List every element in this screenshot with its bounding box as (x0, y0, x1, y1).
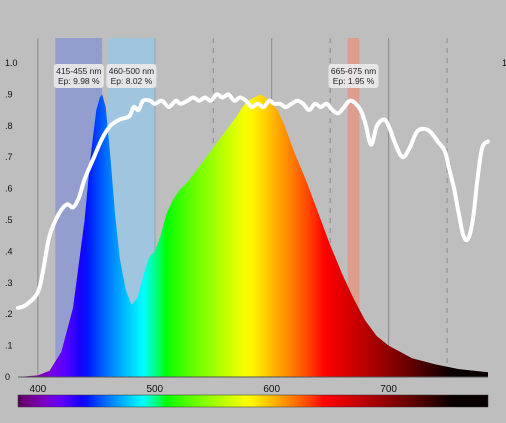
wavelength-colorbar (17, 394, 489, 408)
band-range-label: 415-455 nm (56, 66, 101, 76)
band-label-background (53, 64, 104, 88)
spectrum-area-layer (18, 94, 488, 378)
y-tick-label: .2 (5, 309, 13, 319)
band-range-label: 665-675 nm (331, 66, 376, 76)
y-tick-label: 1.0 (5, 58, 18, 68)
band-ep-label: Ep: 8.02 % (111, 76, 153, 86)
y-tick-label: .7 (5, 152, 13, 162)
y-tick-label: .6 (5, 184, 13, 194)
efficiency-line (16, 92, 490, 310)
x-tick-label: 700 (380, 384, 397, 395)
band-label-background (328, 64, 379, 88)
axis-layer: 0 .1 .2 .3 .4 .5 .6 .7 .8 .9 1.0 1 400 500 600 700 (5, 58, 506, 395)
efficiency-line-layer (16, 92, 490, 310)
x-tick-label: 500 (146, 384, 163, 395)
y-tick-label: .9 (5, 89, 13, 99)
band-range-label: 460-500 nm (109, 66, 154, 76)
y-tick-label: .5 (5, 215, 13, 225)
right-axis-tick-label: 1 (502, 58, 506, 68)
band-ep-label: Ep: 9.98 % (58, 76, 100, 86)
y-tick-label: .8 (5, 121, 13, 131)
y-tick-label: 0 (5, 372, 10, 382)
band-ep-label: Ep: 1.95 % (333, 76, 375, 86)
x-tick-label: 600 (263, 384, 280, 395)
band-label-background (106, 64, 157, 88)
x-tick-label: 400 (30, 384, 47, 395)
highlight-band (347, 38, 360, 377)
spectrum-area (18, 94, 488, 378)
colorbar-layer (17, 394, 489, 408)
y-tick-label: .4 (5, 246, 13, 256)
y-tick-label: .3 (5, 278, 13, 288)
y-tick-label: .1 (5, 341, 13, 351)
